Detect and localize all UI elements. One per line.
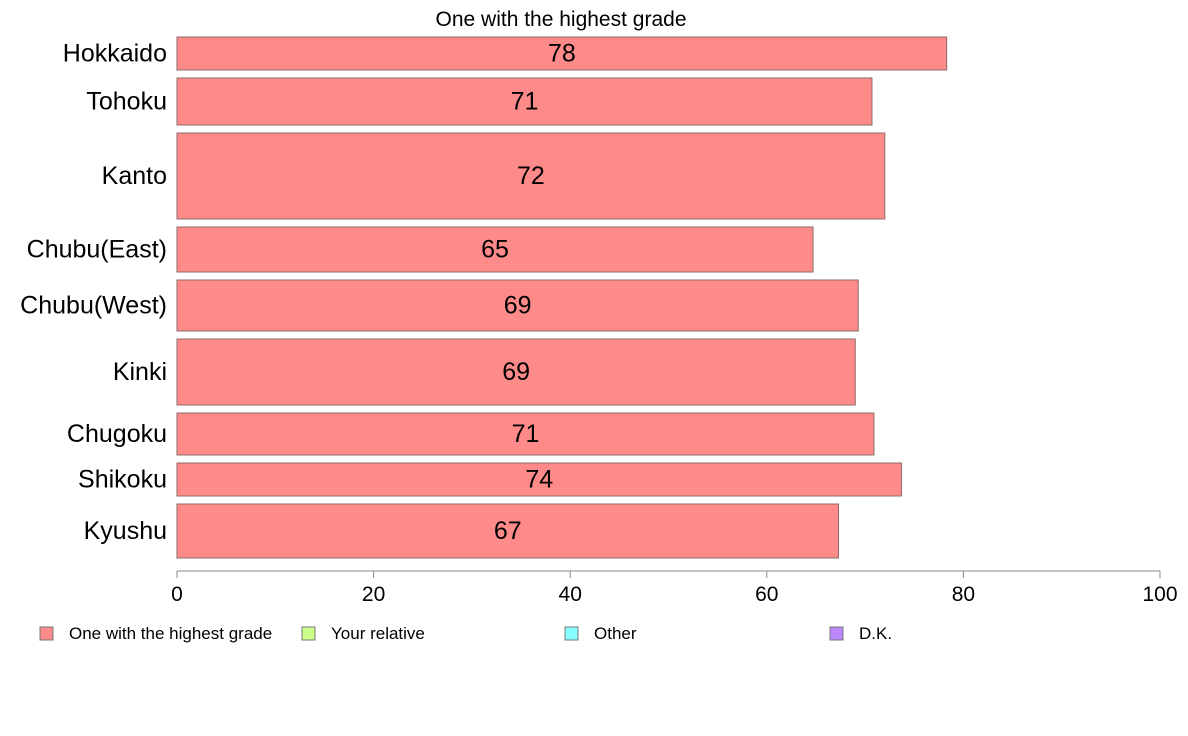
x-tick-label: 0 xyxy=(171,583,183,606)
legend-label: Other xyxy=(594,624,637,643)
x-axis: 0 20 40 60 80 100 xyxy=(171,570,1178,606)
legend: One with the highest grade Your relative O… xyxy=(39,624,892,643)
category-label: Chubu(West) xyxy=(20,292,167,320)
x-tick-label: 40 xyxy=(559,583,582,606)
category-label: Kinki xyxy=(113,358,167,386)
category-label: Kyushu xyxy=(84,517,167,545)
bar-chugoku xyxy=(176,412,875,456)
legend-swatch xyxy=(564,626,579,641)
data-label: 67 xyxy=(494,517,522,545)
legend-label: D.K. xyxy=(859,624,892,643)
data-label: 69 xyxy=(504,292,532,320)
legend-swatch xyxy=(829,626,844,641)
x-tick-label: 60 xyxy=(755,583,778,606)
bar-shikoku xyxy=(176,462,902,497)
bars-group: Hokkaido 78 Tohoku 71 Kanto 72 Chubu(East) 65 Ch… xyxy=(20,36,948,559)
data-label: 74 xyxy=(525,466,553,494)
data-label: 71 xyxy=(512,420,540,448)
data-label: 71 xyxy=(511,88,539,116)
legend-swatch xyxy=(39,626,54,641)
bar-kanto xyxy=(176,132,886,220)
data-label: 72 xyxy=(517,162,545,190)
category-label: Kanto xyxy=(102,162,167,190)
data-label: 65 xyxy=(481,236,509,264)
legend-label: One with the highest grade xyxy=(69,624,272,643)
x-tick-label: 80 xyxy=(952,583,975,606)
category-label: Chubu(East) xyxy=(27,236,167,264)
bar-chubu-east xyxy=(176,226,814,273)
bar-kinki xyxy=(176,338,856,406)
legend-label: Your relative xyxy=(331,624,425,643)
legend-swatch xyxy=(301,626,316,641)
bar-tohoku xyxy=(176,77,873,126)
x-tick-label: 100 xyxy=(1142,583,1177,606)
category-label: Hokkaido xyxy=(63,40,167,68)
category-label: Tohoku xyxy=(86,88,167,116)
x-tick-label: 20 xyxy=(362,583,385,606)
bar-kyushu xyxy=(176,503,840,559)
bar-chubu-west xyxy=(176,279,859,332)
data-label: 78 xyxy=(548,40,576,68)
category-label: Chugoku xyxy=(67,420,167,448)
data-label: 69 xyxy=(502,358,530,386)
chart-title: One with the highest grade xyxy=(436,8,687,31)
category-label: Shikoku xyxy=(78,466,167,494)
bar-hokkaido xyxy=(176,36,948,71)
